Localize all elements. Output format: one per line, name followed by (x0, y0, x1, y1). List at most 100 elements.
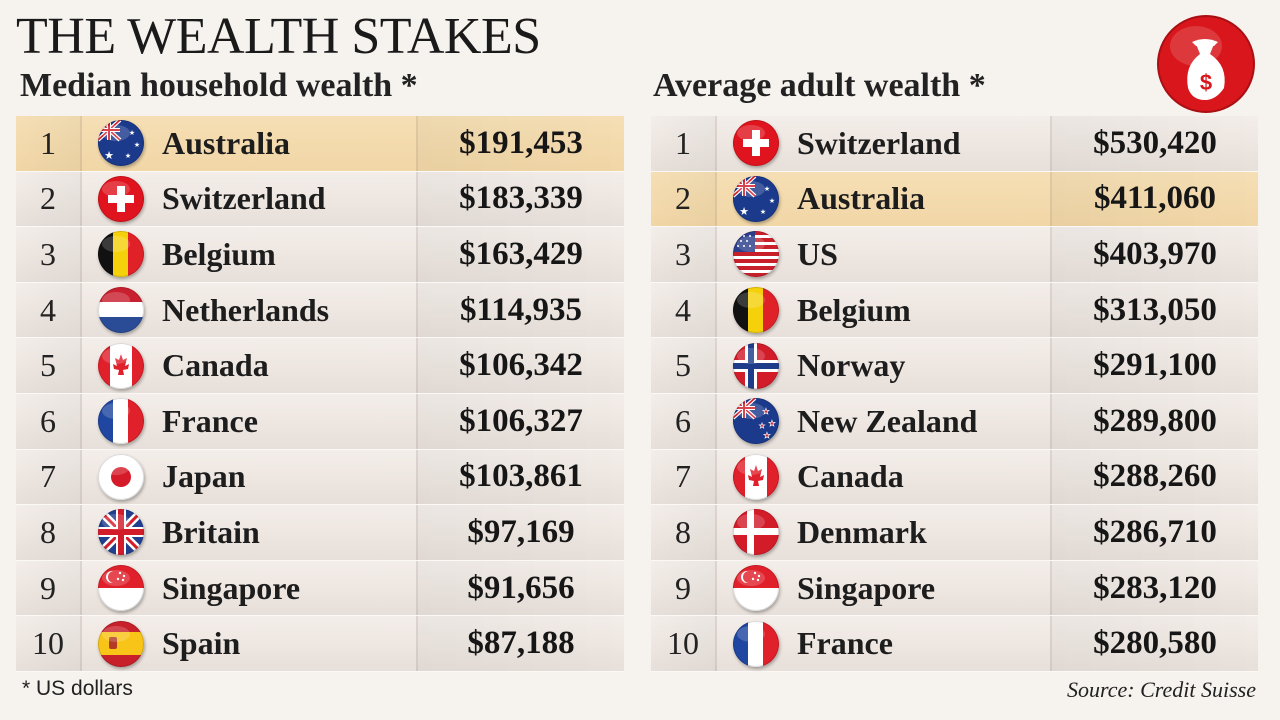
flag-cell: ★ ★ ★ ★ (717, 394, 795, 449)
wealth-value: $87,188 (416, 616, 624, 671)
flag-cell (717, 227, 795, 282)
flag-cell (82, 616, 160, 671)
country-name: Singapore (797, 569, 936, 606)
rank-number: 3 (651, 227, 717, 282)
wealth-value: $403,970 (1050, 227, 1258, 282)
flag-cell (717, 283, 795, 338)
rank-number: 9 (651, 560, 717, 616)
rank-number: 8 (651, 505, 717, 560)
table-row: 10 Spain $87,188 (16, 616, 624, 672)
country-name: Netherlands (162, 291, 330, 328)
average-wealth-table: 1 Switzerland $530,420 2 ★ ★ ★ ★ Australia $411,0… (651, 116, 1258, 672)
table-row: 7 Japan $103,861 (16, 449, 624, 506)
wealth-value: $411,060 (1050, 171, 1258, 227)
table-row: 10 France $280,580 (651, 616, 1258, 672)
flag-cell (82, 227, 160, 282)
country-name: Japan (162, 458, 246, 495)
table-row: 1 ★ ★ ★ ★ Australia $191,453 (16, 116, 624, 172)
flag-cell (717, 116, 795, 171)
flag-cell: ★ ★ ★ ★ (82, 116, 160, 171)
rank-number: 6 (651, 393, 717, 449)
flag-cell (717, 338, 795, 393)
median-wealth-table: 1 ★ ★ ★ ★ Australia $191,453 2 Switzerland $183,3… (16, 116, 624, 672)
table-row: 5 Canada $106,342 (16, 338, 624, 394)
wealth-value: $289,800 (1050, 393, 1258, 449)
norway-flag-icon (733, 342, 779, 389)
svg-text:★: ★ (134, 141, 140, 149)
netherlands-flag-icon (98, 287, 144, 334)
switzerland-flag-icon (98, 175, 144, 222)
singapore-flag-icon (733, 565, 779, 612)
new-zealand-flag-icon: ★ ★ ★ ★ (733, 398, 779, 445)
wealth-value: $280,580 (1050, 616, 1258, 671)
table-row: 3 US $403,970 (651, 227, 1258, 283)
country-name: Canada (797, 458, 904, 495)
uk-flag-icon (98, 509, 144, 556)
spain-flag-icon (98, 620, 144, 667)
table-row: 5 Norway $291,100 (651, 338, 1258, 394)
svg-text:★: ★ (769, 197, 775, 205)
average-wealth-heading: Average adult wealth * (653, 67, 986, 104)
country-name: Switzerland (162, 180, 326, 217)
svg-text:$: $ (1200, 70, 1212, 95)
rank-number: 3 (16, 227, 82, 282)
country-name: New Zealand (797, 402, 978, 439)
money-bag-icon: $ (1156, 14, 1256, 114)
country-name: France (797, 625, 893, 662)
flag-cell (82, 561, 160, 616)
country-name: Belgium (797, 291, 911, 328)
table-row: 4 Belgium $313,050 (651, 282, 1258, 339)
switzerland-flag-icon (733, 120, 779, 167)
wealth-value: $114,935 (416, 282, 624, 338)
rank-number: 10 (651, 616, 717, 671)
wealth-value: $191,453 (416, 116, 624, 171)
rank-number: 6 (16, 393, 82, 449)
rank-number: 5 (16, 338, 82, 393)
rank-number: 7 (651, 449, 717, 505)
country-name: Denmark (797, 513, 927, 550)
table-row: 9 Singapore $91,656 (16, 560, 624, 617)
country-name: Britain (162, 513, 260, 550)
australia-flag-icon: ★ ★ ★ ★ (733, 175, 779, 222)
country-name: Canada (162, 347, 269, 384)
wealth-value: $106,342 (416, 338, 624, 393)
denmark-flag-icon (733, 509, 779, 556)
flag-cell (82, 172, 160, 227)
rank-number: 2 (651, 171, 717, 227)
wealth-value: $183,339 (416, 171, 624, 227)
flag-cell (717, 450, 795, 505)
wealth-value: $283,120 (1050, 560, 1258, 616)
rank-number: 2 (16, 171, 82, 227)
table-row: 8 Denmark $286,710 (651, 505, 1258, 561)
table-row: 3 Belgium $163,429 (16, 227, 624, 283)
wealth-value: $288,260 (1050, 449, 1258, 505)
svg-text:★: ★ (768, 419, 775, 428)
table-row: 7 Canada $288,260 (651, 449, 1258, 506)
table-row: 9 Singapore $283,120 (651, 560, 1258, 617)
flag-cell (717, 616, 795, 671)
country-name: US (797, 235, 838, 272)
flag-cell (82, 394, 160, 449)
svg-text:★: ★ (762, 407, 769, 416)
median-wealth-heading: Median household wealth * (20, 67, 418, 104)
country-name: Australia (162, 124, 290, 161)
svg-text:★: ★ (763, 431, 770, 440)
table-row: 1 Switzerland $530,420 (651, 116, 1258, 172)
japan-flag-icon (98, 453, 144, 500)
belgium-flag-icon (98, 231, 144, 278)
rank-number: 7 (16, 449, 82, 505)
country-name: Norway (797, 347, 906, 384)
canada-flag-icon (98, 342, 144, 389)
rank-number: 8 (16, 505, 82, 560)
flag-cell (82, 450, 160, 505)
svg-text:★: ★ (760, 208, 766, 216)
france-flag-icon (98, 398, 144, 445)
wealth-value: $530,420 (1050, 116, 1258, 171)
us-flag-icon (733, 231, 779, 278)
france-flag-icon (733, 620, 779, 667)
table-row: 4 Netherlands $114,935 (16, 282, 624, 339)
rank-number: 1 (651, 116, 717, 171)
svg-text:★: ★ (739, 205, 749, 218)
svg-text:★: ★ (759, 422, 765, 430)
country-name: Singapore (162, 569, 301, 606)
